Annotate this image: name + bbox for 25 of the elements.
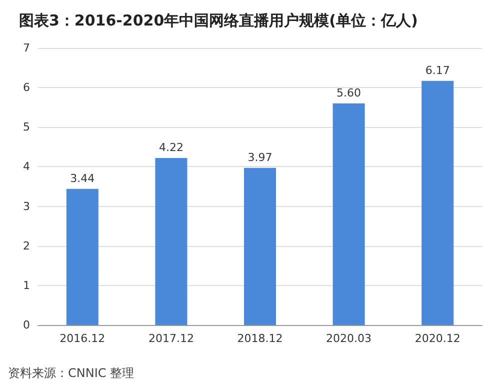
y-tick-label: 7 bbox=[23, 42, 30, 54]
x-tick-label: 2017.12 bbox=[148, 332, 194, 345]
data-label: 3.44 bbox=[70, 172, 95, 185]
bar bbox=[422, 80, 454, 325]
y-tick-label: 5 bbox=[23, 120, 30, 134]
y-tick-label: 0 bbox=[23, 318, 30, 332]
data-label: 3.97 bbox=[248, 150, 272, 164]
bar bbox=[244, 168, 276, 325]
x-tick-label: 2020.03 bbox=[326, 332, 372, 345]
y-tick-label: 3 bbox=[23, 200, 30, 213]
text: 资料来源：CNNIC 整理 bbox=[8, 366, 134, 380]
x-tick-label: 2016.12 bbox=[60, 332, 106, 345]
data-label: 6.17 bbox=[425, 64, 450, 77]
y-tick-label: 1 bbox=[23, 278, 30, 292]
data-label: 4.22 bbox=[158, 141, 184, 154]
y-tick-label: 6 bbox=[23, 81, 30, 94]
bar bbox=[155, 158, 188, 325]
x-tick-label: 2018.12 bbox=[237, 332, 283, 345]
x-tick-label: 2020.12 bbox=[414, 332, 460, 345]
bar bbox=[66, 188, 98, 325]
y-tick-label: 4 bbox=[23, 160, 30, 174]
data-label: 5.60 bbox=[336, 86, 362, 100]
chart-title: 图表3：2016-2020年中国网络直播用户规模(单位：亿人) bbox=[19, 12, 418, 30]
y-tick-label: 2 bbox=[23, 239, 30, 252]
bar bbox=[332, 103, 365, 325]
